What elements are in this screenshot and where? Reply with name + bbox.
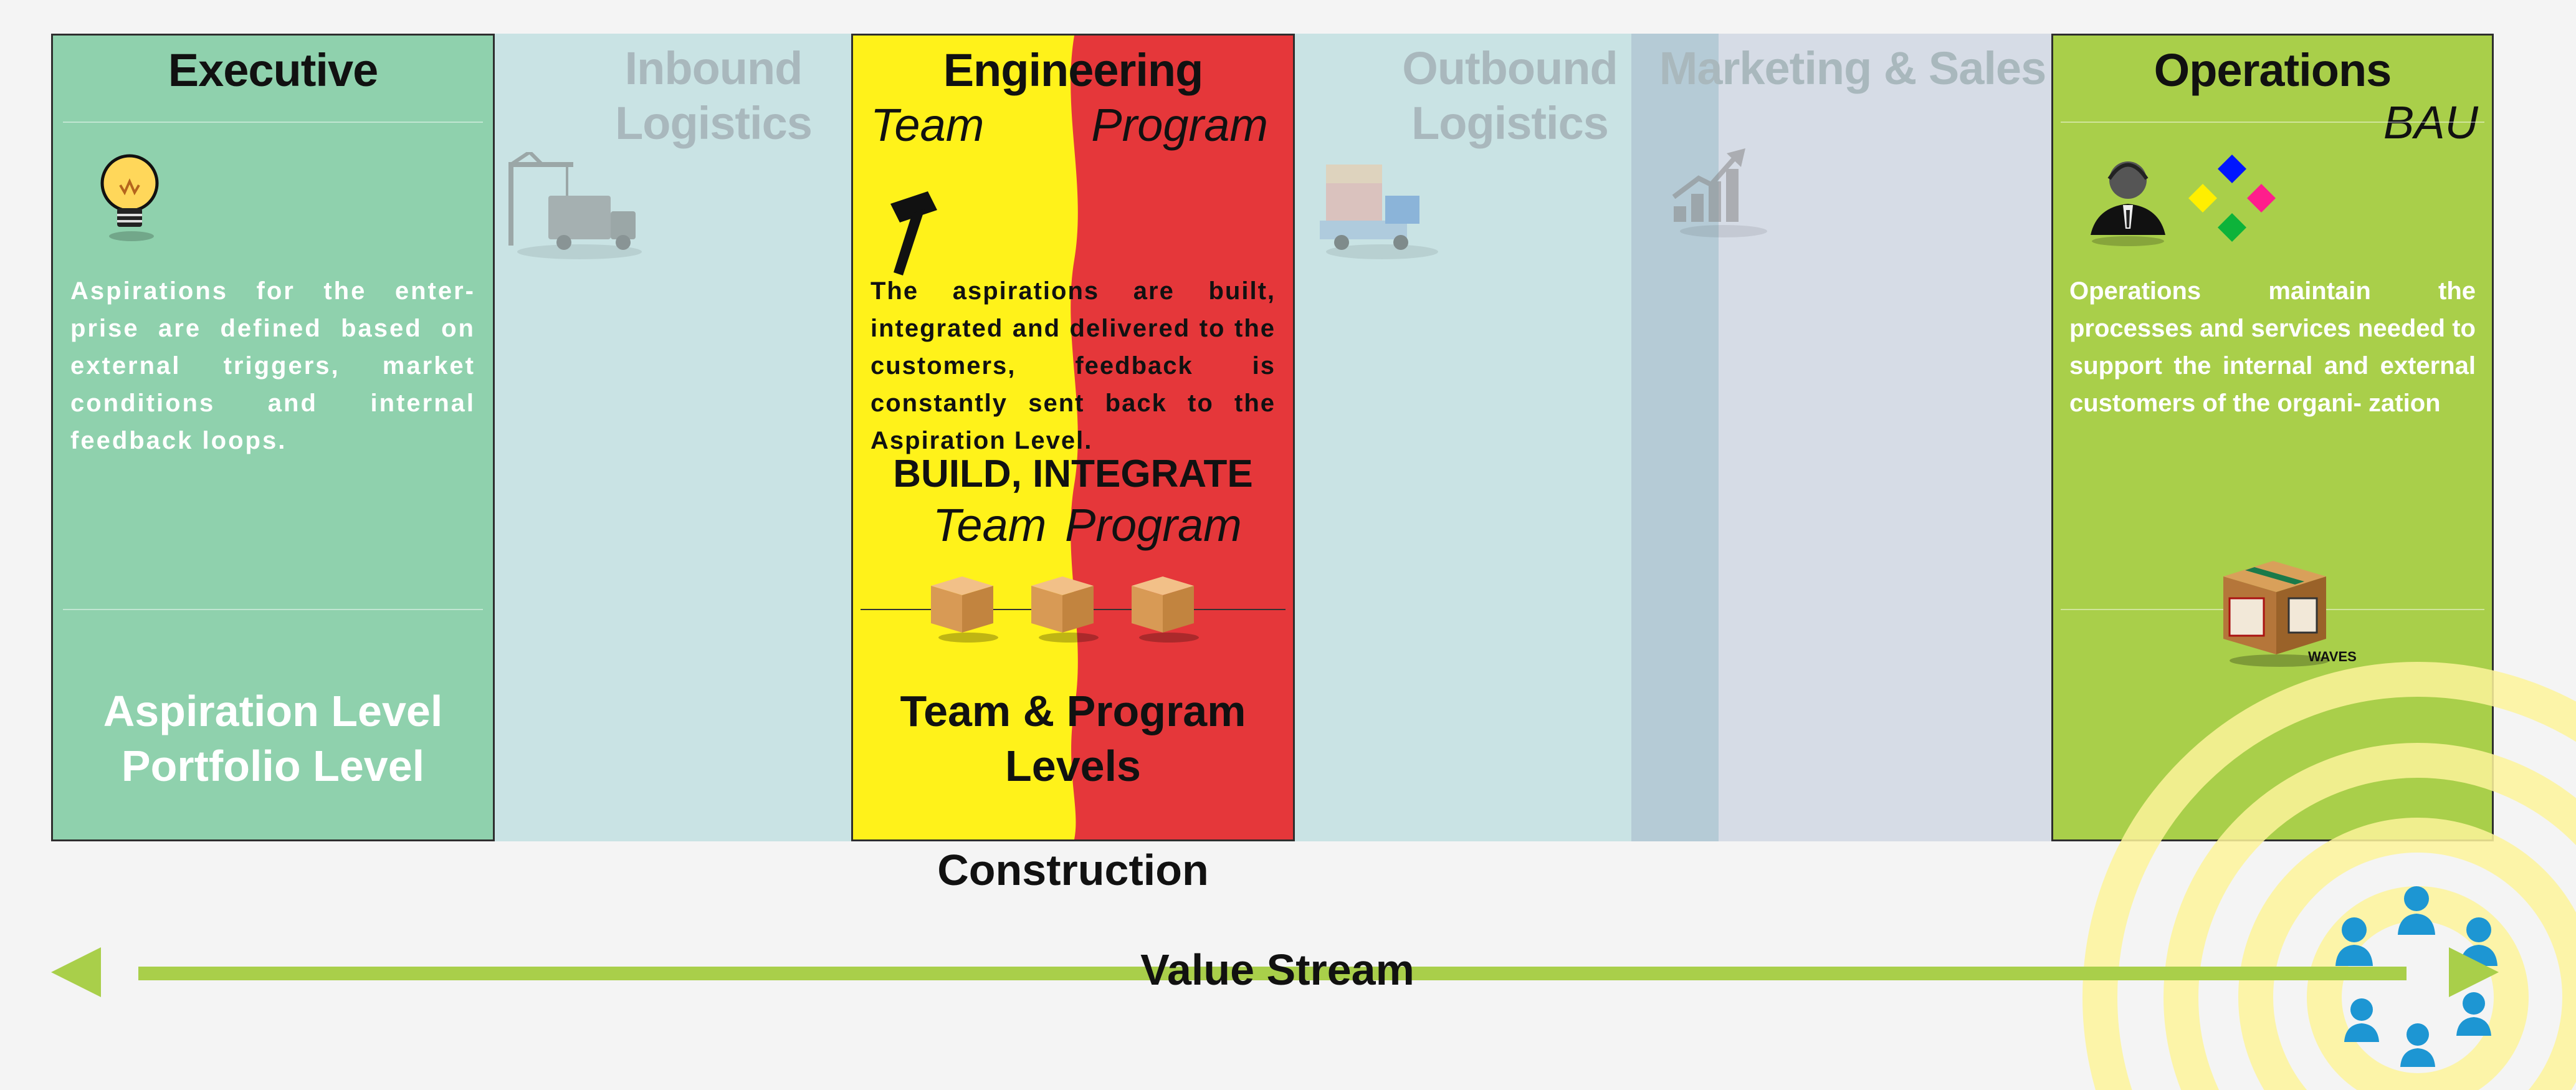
build-program-label: Program: [1065, 499, 1242, 551]
box-icon: [1031, 576, 1099, 643]
diamond-shapes-icon: [2188, 155, 2276, 242]
waves-package-label: WAVES: [2308, 649, 2357, 664]
engineering-title: Engineering: [943, 44, 1204, 96]
aspiration-level-label: Aspiration Level: [103, 687, 443, 735]
portfolio-level-label: Portfolio Level: [121, 742, 425, 790]
team-program-levels-label-1: Team & Program: [900, 687, 1246, 735]
executive-title: Executive: [168, 44, 379, 96]
operations-title: Operations: [2154, 44, 2392, 96]
outbound-title-line2: Logistics: [1411, 97, 1609, 149]
executive-column: Executive Aspirations for the enter- pri…: [51, 34, 495, 841]
operations-description: Operations maintain the processes and se…: [2069, 277, 2476, 417]
value-stream-label: Value Stream: [1140, 945, 1414, 994]
operator-icon: [2091, 161, 2165, 246]
hammer-icon: [890, 191, 937, 275]
build-integrate-label: BUILD, INTEGRATE: [893, 452, 1253, 495]
engineering-column: Engineering Team Program The aspirations…: [851, 34, 1295, 841]
crane-truck-icon: [508, 152, 642, 259]
engineering-description: The aspirations are built, integrated an…: [871, 277, 1276, 454]
inbound-logistics-column: Inbound Logistics: [495, 34, 851, 841]
delivery-truck-icon: [1320, 165, 1438, 259]
box-icon: [1132, 576, 1199, 643]
team-program-levels-label-2: Levels: [1005, 742, 1141, 790]
value-stream-right-arrowhead: [2449, 947, 2499, 997]
engineering-program-label: Program: [1091, 99, 1268, 151]
team-program-split: [853, 36, 1293, 839]
lightbulb-icon: [100, 154, 159, 241]
build-team-label: Team: [933, 499, 1047, 551]
value-stream-arrow-line: [138, 967, 2407, 980]
operations-bau-label: BAU: [2383, 97, 2478, 148]
outbound-title-line1: Outbound: [1402, 42, 1618, 94]
value-stream-left-arrowhead: [51, 947, 101, 997]
engineering-team-label: Team: [871, 99, 985, 151]
marketing-sales-title: Marketing & Sales: [1659, 42, 2046, 94]
box-icon: [931, 576, 998, 643]
executive-description: Aspirations for the enter- prise are def…: [70, 277, 475, 454]
construction-label: Construction: [937, 846, 1209, 894]
inbound-title-line2: Logistics: [615, 97, 813, 149]
growth-chart-icon: [1672, 148, 1767, 237]
marketing-sales-column: [1719, 34, 2051, 841]
inbound-title-line1: Inbound: [624, 42, 803, 94]
marketing-sales-overlap: [1631, 34, 1719, 841]
package-icon: [2223, 561, 2329, 667]
outbound-logistics-column: Outbound Logistics: [1295, 34, 1631, 841]
